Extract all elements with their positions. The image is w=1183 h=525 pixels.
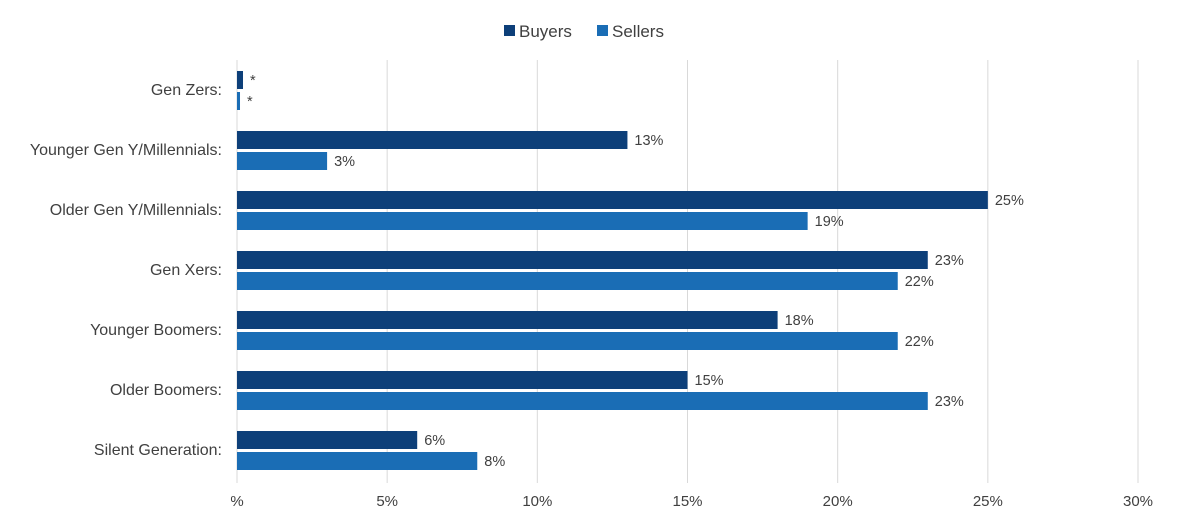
category-label: Gen Zers: bbox=[151, 82, 222, 99]
x-tick-label: 5% bbox=[376, 493, 398, 510]
category-label: Gen Xers: bbox=[150, 262, 222, 279]
bar-buyers bbox=[237, 251, 928, 269]
bars bbox=[237, 71, 988, 470]
bar-sellers bbox=[237, 392, 928, 410]
data-label-buyers: 6% bbox=[424, 433, 445, 449]
legend-label-buyers: Buyers bbox=[519, 22, 572, 41]
data-label-sellers: 22% bbox=[905, 334, 934, 350]
bar-sellers bbox=[237, 272, 898, 290]
bar-buyers bbox=[237, 71, 244, 89]
category-label: Younger Gen Y/Millennials: bbox=[30, 142, 222, 159]
legend-swatch-sellers bbox=[597, 25, 608, 36]
bar-buyers bbox=[237, 371, 688, 389]
category-label: Younger Boomers: bbox=[90, 322, 222, 339]
bar-buyers bbox=[237, 191, 988, 209]
x-tick-label: 15% bbox=[672, 493, 702, 510]
legend: Buyers Sellers bbox=[504, 22, 664, 41]
data-label-buyers: 18% bbox=[785, 313, 814, 329]
data-label-buyers: 23% bbox=[935, 253, 964, 269]
bar-sellers bbox=[237, 332, 898, 350]
x-tick-label: 25% bbox=[973, 493, 1003, 510]
data-label-buyers: 25% bbox=[995, 193, 1024, 209]
category-label: Older Boomers: bbox=[110, 382, 222, 399]
labels: % 5% 10% 15% 20% 25% 30% Gen Zers: * * Younger Gen… bbox=[30, 73, 1153, 510]
legend-label-sellers: Sellers bbox=[612, 22, 664, 41]
category-label: Older Gen Y/Millennials: bbox=[50, 202, 222, 219]
data-label-sellers: 22% bbox=[905, 274, 934, 290]
data-label-sellers: 3% bbox=[334, 154, 355, 170]
data-label-sellers: 19% bbox=[815, 214, 844, 230]
data-label-sellers: 23% bbox=[935, 394, 964, 410]
x-tick-label: 20% bbox=[823, 493, 853, 510]
gridlines bbox=[236, 60, 1139, 483]
x-tick-label: 30% bbox=[1123, 493, 1153, 510]
bar-buyers bbox=[237, 131, 628, 149]
bar-sellers bbox=[237, 152, 328, 170]
bar-sellers bbox=[237, 452, 478, 470]
data-label-buyers: 15% bbox=[695, 373, 724, 389]
legend-swatch-buyers bbox=[504, 25, 515, 36]
bar-buyers bbox=[237, 311, 778, 329]
x-tick-label: 10% bbox=[522, 493, 552, 510]
bar-buyers bbox=[237, 431, 418, 449]
data-label-buyers: 13% bbox=[634, 133, 663, 149]
data-label-buyers: * bbox=[250, 73, 256, 89]
data-label-sellers: 8% bbox=[484, 454, 505, 470]
data-label-sellers: * bbox=[247, 94, 253, 110]
bar-sellers bbox=[237, 92, 241, 110]
bar-sellers bbox=[237, 212, 808, 230]
category-label: Silent Generation: bbox=[94, 442, 222, 459]
x-tick-label: % bbox=[230, 493, 243, 510]
